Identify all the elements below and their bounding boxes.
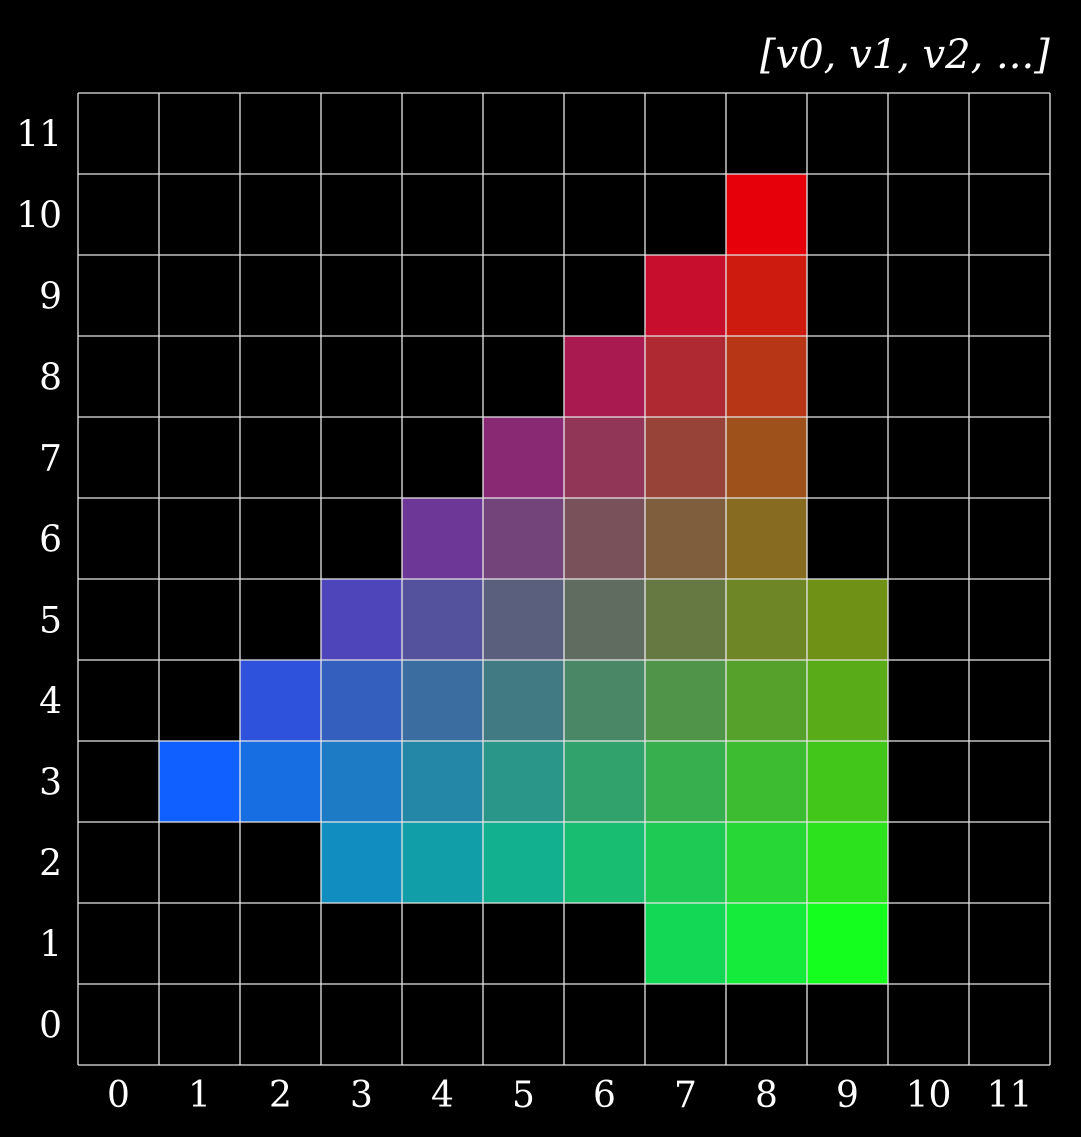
pixel-cell-4-5 [402, 579, 483, 660]
pixel-cell-5-3 [483, 741, 564, 822]
x-tick-label-0: 0 [107, 1075, 130, 1116]
x-tick-label-3: 3 [350, 1075, 373, 1116]
pixel-cell-2-4 [240, 660, 321, 741]
pixel-cell-8-8 [726, 336, 807, 417]
pixel-cell-2-3 [240, 741, 321, 822]
pixel-cell-1-3 [159, 741, 240, 822]
pixel-cell-8-6 [726, 498, 807, 579]
x-tick-label-6: 6 [593, 1075, 616, 1116]
x-tick-label-8: 8 [755, 1075, 778, 1116]
y-tick-label-11: 11 [16, 115, 62, 156]
pixel-cell-5-2 [483, 822, 564, 903]
pixel-cell-6-7 [564, 417, 645, 498]
pixel-cell-9-4 [807, 660, 888, 741]
pixel-cell-8-9 [726, 255, 807, 336]
y-tick-label-5: 5 [39, 601, 62, 642]
x-tick-label-2: 2 [269, 1075, 292, 1116]
pixel-cell-5-6 [483, 498, 564, 579]
pixel-cell-7-3 [645, 741, 726, 822]
pixel-cell-6-3 [564, 741, 645, 822]
pixel-cell-7-7 [645, 417, 726, 498]
y-tick-label-10: 10 [16, 196, 62, 237]
filled-pixels-layer [159, 174, 888, 984]
y-tick-label-7: 7 [39, 439, 62, 480]
pixel-cell-8-3 [726, 741, 807, 822]
pixel-cell-7-1 [645, 903, 726, 984]
pixel-cell-3-3 [321, 741, 402, 822]
y-tick-label-2: 2 [39, 844, 62, 885]
pixel-cell-8-2 [726, 822, 807, 903]
pixel-cell-8-7 [726, 417, 807, 498]
y-tick-label-1: 1 [39, 925, 62, 966]
pixel-cell-8-4 [726, 660, 807, 741]
pixel-cell-8-1 [726, 903, 807, 984]
pixel-cell-4-3 [402, 741, 483, 822]
pixel-cell-4-6 [402, 498, 483, 579]
y-tick-label-6: 6 [39, 520, 62, 561]
x-tick-label-4: 4 [431, 1075, 454, 1116]
y-tick-label-0: 0 [39, 1006, 62, 1047]
pixel-cell-7-2 [645, 822, 726, 903]
y-tick-label-9: 9 [39, 277, 62, 318]
x-tick-label-7: 7 [674, 1075, 697, 1116]
tick-labels-layer: 0 1 2 3 4 5 6 7 8 9 10 11 0 1 2 3 4 5 6 7 8 9 10 11 [16, 115, 1032, 1117]
x-tick-label-10: 10 [906, 1075, 952, 1116]
pixel-cell-3-5 [321, 579, 402, 660]
pixel-cell-4-2 [402, 822, 483, 903]
pixel-cell-7-5 [645, 579, 726, 660]
pixel-cell-6-6 [564, 498, 645, 579]
pixel-cell-8-5 [726, 579, 807, 660]
pixel-cell-6-8 [564, 336, 645, 417]
pixel-cell-8-10 [726, 174, 807, 255]
vertex-list-label: [v0, v1, v2, ...] [760, 32, 1050, 78]
pixel-cell-9-5 [807, 579, 888, 660]
pixel-cell-9-3 [807, 741, 888, 822]
pixel-cell-6-5 [564, 579, 645, 660]
x-tick-label-1: 1 [188, 1075, 211, 1116]
pixel-cell-4-4 [402, 660, 483, 741]
pixel-cell-5-4 [483, 660, 564, 741]
pixel-cell-6-4 [564, 660, 645, 741]
pixel-cell-9-1 [807, 903, 888, 984]
pixel-cell-6-2 [564, 822, 645, 903]
pixel-cell-7-8 [645, 336, 726, 417]
grid-lines-layer [77, 92, 1051, 1066]
pixel-cell-3-4 [321, 660, 402, 741]
y-tick-label-4: 4 [39, 682, 62, 723]
x-tick-label-5: 5 [512, 1075, 535, 1116]
pixel-cell-3-2 [321, 822, 402, 903]
x-tick-label-9: 9 [836, 1075, 859, 1116]
pixel-cell-7-9 [645, 255, 726, 336]
x-tick-label-11: 11 [987, 1075, 1033, 1116]
y-tick-label-3: 3 [39, 763, 62, 804]
pixel-cell-7-4 [645, 660, 726, 741]
y-tick-label-8: 8 [39, 358, 62, 399]
pixel-cell-9-2 [807, 822, 888, 903]
pixel-cell-5-5 [483, 579, 564, 660]
pixel-cell-7-6 [645, 498, 726, 579]
pixel-cell-5-7 [483, 417, 564, 498]
